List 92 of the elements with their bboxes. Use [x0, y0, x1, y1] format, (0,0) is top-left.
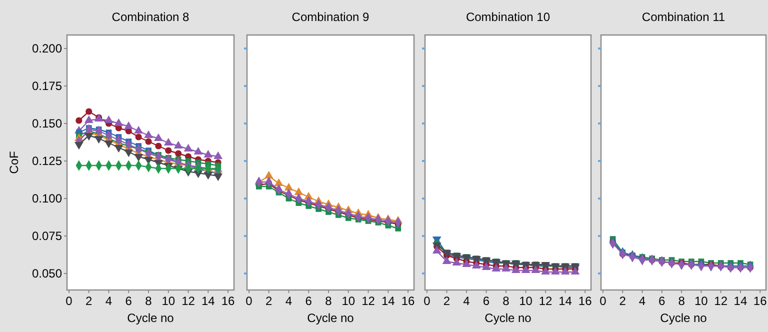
- x-tick-label: 6: [482, 294, 490, 308]
- x-tick-label: 6: [658, 294, 666, 308]
- point: [551, 266, 560, 275]
- point: [452, 258, 462, 266]
- point: [214, 173, 223, 182]
- chart-title: Combination 10: [466, 10, 550, 24]
- x-tick-label: 12: [538, 294, 553, 308]
- x-tick-label: 8: [145, 294, 152, 308]
- x-axis-title: Cycle no: [127, 311, 174, 325]
- point: [462, 259, 471, 268]
- x-tick-label: 2: [266, 294, 273, 308]
- point: [264, 170, 274, 179]
- point: [541, 266, 550, 275]
- point: [104, 115, 114, 124]
- point: [472, 260, 481, 269]
- point: [482, 262, 491, 270]
- point: [284, 182, 294, 191]
- x-tick-label: 16: [221, 294, 236, 308]
- x-tick-label: 8: [325, 294, 332, 308]
- x-tick-label: 8: [678, 294, 686, 308]
- chart-title: Combination 9: [292, 10, 370, 24]
- y-tick-label: 0.050: [32, 266, 62, 280]
- point: [84, 115, 94, 124]
- point: [154, 133, 163, 142]
- point: [442, 256, 452, 264]
- point: [521, 265, 530, 274]
- x-tick-label: 14: [381, 294, 396, 308]
- x-tick-label: 6: [305, 294, 312, 308]
- point: [175, 150, 182, 157]
- point: [511, 265, 520, 274]
- x-tick-label: 10: [694, 294, 708, 308]
- point: [86, 108, 92, 115]
- y-tick-label: 0.075: [32, 229, 62, 243]
- x-tick-label: 4: [463, 294, 470, 308]
- point: [164, 138, 173, 146]
- x-tick-label: 10: [162, 294, 176, 308]
- x-tick-label: 2: [443, 294, 450, 308]
- x-tick-label: 12: [714, 294, 728, 308]
- x-tick-label: 6: [125, 294, 132, 308]
- y-tick-label: 0.150: [32, 116, 62, 130]
- chart-title: Combination 8: [112, 10, 190, 24]
- point: [274, 178, 284, 186]
- y-tick-label: 0.200: [32, 42, 62, 56]
- point: [492, 264, 501, 272]
- x-tick-label: 16: [578, 294, 592, 308]
- x-tick-label: 0: [424, 294, 431, 308]
- point: [76, 117, 82, 124]
- point: [214, 151, 223, 160]
- y-tick-label: 0.125: [32, 154, 62, 168]
- point: [174, 140, 183, 149]
- x-tick-label: 0: [600, 294, 607, 308]
- x-tick-label: 14: [201, 294, 216, 308]
- y-tick-label: 0.175: [32, 79, 62, 93]
- point: [194, 146, 203, 155]
- x-tick-label: 10: [519, 294, 533, 308]
- x-tick-label: 12: [182, 294, 196, 308]
- x-tick-label: 16: [753, 294, 768, 308]
- y-axis-title: CoF: [7, 151, 21, 174]
- point: [145, 138, 152, 145]
- x-tick-label: 10: [342, 294, 356, 308]
- x-tick-label: 8: [502, 294, 510, 308]
- y-tick-label: 0.100: [32, 192, 62, 206]
- x-tick-label: 16: [401, 294, 416, 308]
- x-tick-label: 2: [86, 294, 93, 308]
- point: [134, 126, 143, 134]
- point: [502, 264, 510, 272]
- x-axis-title: Cycle no: [660, 311, 708, 325]
- x-tick-label: 4: [285, 294, 292, 308]
- chart-title: Combination 11: [642, 10, 726, 24]
- point: [165, 147, 172, 154]
- point: [124, 121, 134, 130]
- x-axis-title: Cycle no: [307, 311, 354, 325]
- x-tick-label: 0: [246, 294, 253, 308]
- x-tick-label: 12: [362, 294, 376, 308]
- point: [294, 187, 304, 196]
- point: [204, 150, 213, 158]
- point: [395, 226, 402, 232]
- x-tick-label: 14: [558, 294, 572, 308]
- x-tick-label: 14: [734, 294, 748, 308]
- point: [184, 144, 193, 152]
- point: [124, 149, 134, 158]
- x-tick-label: 2: [619, 294, 626, 308]
- x-tick-label: 4: [105, 294, 112, 308]
- x-axis-title: Cycle no: [484, 311, 532, 325]
- point: [134, 154, 143, 162]
- point: [204, 172, 213, 180]
- point: [114, 118, 124, 126]
- x-tick-label: 4: [638, 294, 646, 308]
- point: [155, 142, 162, 150]
- point: [135, 134, 142, 140]
- point: [144, 130, 153, 138]
- x-tick-label: 0: [66, 294, 73, 308]
